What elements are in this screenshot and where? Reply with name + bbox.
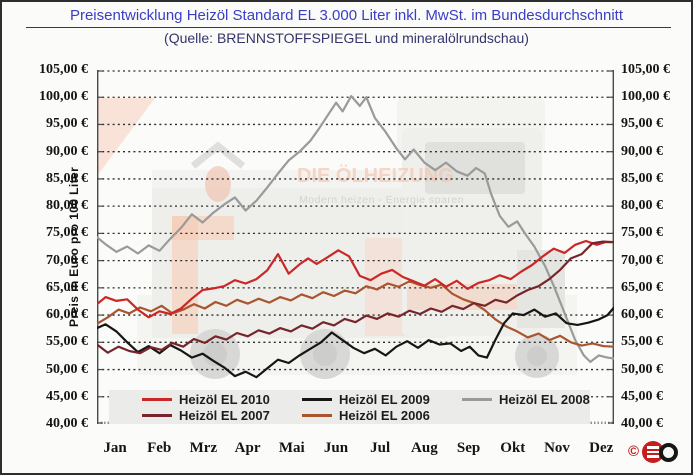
watermark-truck-cab [402, 128, 542, 336]
y-tick-label: 70,00 € [621, 252, 663, 268]
legend-item-heizoel-el-2008: Heizöl EL 2008 [462, 391, 590, 407]
logo-red-disc-icon [642, 441, 665, 463]
y-tick-label: 105,00 € [621, 62, 670, 77]
y-tick-label: 45,00 € [46, 388, 88, 404]
y-tick-label: 75,00 € [621, 225, 663, 241]
legend-label: Heizöl EL 2006 [339, 407, 430, 423]
legend-swatch [302, 413, 332, 417]
y-tick-label: 45,00 € [621, 388, 663, 404]
y-tick-label: 40,00 € [46, 416, 88, 431]
x-tick-label-feb: Feb [147, 440, 172, 456]
legend-item-heizoel-el-2007: Heizöl EL 2007 [142, 407, 302, 423]
plot-area: DIE ÖLHEIZUNG Modern heizen - Energie sp… [97, 70, 614, 424]
legend-swatch [142, 397, 172, 401]
y-tick-label: 80,00 € [621, 198, 663, 214]
y-tick-label: 85,00 € [46, 170, 88, 186]
watermark-tagline-text: Modern heizen - Energie sparen [299, 194, 464, 206]
x-tick-label-dez: Dez [589, 440, 614, 456]
x-tick-label-nov: Nov [544, 440, 570, 456]
y-tick-label: 55,00 € [621, 334, 663, 350]
legend-swatch [462, 397, 492, 401]
esyoil-logo: © [628, 441, 679, 463]
x-tick-label-aug: Aug [411, 440, 438, 456]
y-tick-label: 65,00 € [46, 279, 88, 295]
y-tick-label: 80,00 € [46, 198, 88, 214]
legend-label: Heizöl EL 2008 [499, 391, 590, 407]
logo-black-ring-icon [659, 442, 679, 462]
x-tick-label-apr: Apr [234, 440, 261, 456]
x-tick-label-mai: Mai [278, 440, 305, 456]
series-line-heizoel-el-2008 [97, 95, 614, 363]
watermark-tank-body [152, 188, 447, 338]
legend-label: Heizöl EL 2009 [339, 391, 430, 407]
y-tick-label: 100,00 € [39, 89, 88, 105]
x-tick-label-mrz: Mrz [189, 440, 218, 456]
title-underline [26, 27, 671, 28]
chart-title: Preisentwicklung Heizöl Standard EL 3.00… [69, 7, 624, 24]
legend-label: Heizöl EL 2010 [179, 391, 270, 407]
watermark-flame-icon [205, 166, 231, 202]
series-line-heizoel-el-2009 [97, 306, 614, 379]
x-tick-label-jun: Jun [323, 440, 349, 456]
y-tick-label: 90,00 € [621, 143, 663, 159]
y-tick-label: 100,00 € [621, 89, 670, 105]
copyright-icon: © [628, 443, 640, 460]
y-tick-label: 75,00 € [46, 225, 88, 241]
y-tick-label: 95,00 € [621, 116, 663, 132]
y-tick-label: 105,00 € [39, 62, 88, 77]
x-tick-label-sep: Sep [456, 440, 481, 456]
series-line-heizoel-el-2007 [97, 240, 614, 355]
y-tick-label: 70,00 € [46, 252, 88, 268]
chart-subtitle: (Quelle: BRENNSTOFFSPIEGEL und mineralöl… [164, 30, 529, 46]
watermark-brand-text: DIE ÖLHEIZUNG [297, 164, 454, 187]
watermark-roof-icon [190, 141, 246, 169]
legend-label: Heizöl EL 2007 [179, 407, 270, 423]
y-tick-label: 40,00 € [621, 416, 663, 431]
x-tick-label-jul: Jul [370, 440, 391, 456]
legend: Heizöl EL 2010 Heizöl EL 2009 Heizöl EL 20… [109, 390, 590, 424]
y-tick-label: 85,00 € [621, 170, 663, 186]
legend-swatch [302, 397, 332, 401]
y-tick-label: 65,00 € [621, 279, 663, 295]
y-tick-label: 90,00 € [46, 143, 88, 159]
x-tick-label-okt: Okt [500, 440, 526, 456]
x-tick-label-jan: Jan [103, 440, 127, 456]
watermark-orange-triangle [97, 98, 155, 176]
legend-item-heizoel-el-2009: Heizöl EL 2009 [302, 391, 462, 407]
y-tick-label: 95,00 € [46, 116, 88, 132]
legend-item-heizoel-el-2006: Heizöl EL 2006 [302, 407, 462, 423]
series-line-heizoel-el-2010 [97, 239, 614, 319]
y-tick-label: 60,00 € [46, 307, 88, 323]
watermark-wheel [515, 334, 559, 378]
legend-item-heizoel-el-2010: Heizöl EL 2010 [142, 391, 302, 407]
y-tick-label: 50,00 € [621, 361, 663, 377]
y-tick-label: 50,00 € [46, 361, 88, 377]
watermark-wheel [300, 329, 350, 379]
y-tick-label: 60,00 € [621, 307, 663, 323]
series-line-heizoel-el-2006 [97, 280, 614, 348]
y-tick-label: 55,00 € [46, 334, 88, 350]
legend-swatch [142, 413, 172, 417]
